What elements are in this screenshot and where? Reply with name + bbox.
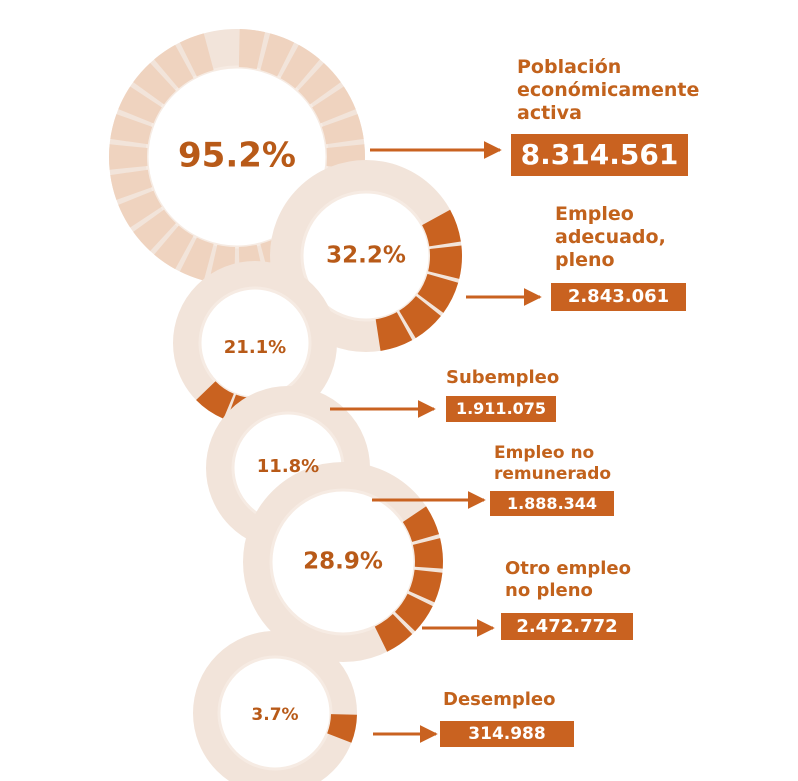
ring-outline	[193, 631, 357, 781]
ring-segment	[312, 86, 356, 124]
ring-segment	[133, 209, 176, 252]
ring-segment	[374, 613, 413, 652]
label-empleo-no-remunerado: Empleo no remunerado	[494, 443, 611, 484]
ring-segment	[154, 225, 194, 270]
label-line: Subempleo	[446, 367, 560, 388]
percent-label: 11.8%	[257, 456, 319, 477]
label-line: Empleo	[555, 203, 634, 225]
label-line: pleno	[555, 249, 615, 272]
percent-label: 3.7%	[251, 705, 298, 725]
percent-label: 32.2%	[326, 243, 406, 269]
ring-segment	[412, 538, 444, 569]
label-subempleo: Subempleo	[446, 367, 559, 389]
label-poblacion: Población económicamente activa	[517, 56, 699, 126]
label-line: Empleo no	[494, 443, 595, 463]
label-line: Otro empleo	[505, 558, 632, 579]
ring-segment	[298, 62, 341, 105]
ring-5	[243, 462, 444, 662]
ring-segment	[238, 29, 266, 70]
label-desempleo: Desempleo	[443, 689, 555, 711]
ring-segment	[417, 273, 459, 313]
ring-segment	[196, 381, 234, 419]
ring-segment	[375, 312, 413, 351]
ring-2	[270, 160, 462, 352]
label-line: activa	[517, 102, 582, 125]
label-line: no pleno	[505, 579, 593, 601]
value-box-subempleo: 1.911.075	[446, 396, 556, 422]
label-line: económicamente	[517, 79, 700, 102]
ring-segment	[154, 44, 194, 89]
ring-segment	[109, 144, 148, 170]
ring-segment	[179, 33, 214, 77]
ring-6	[193, 631, 357, 781]
ring-segment	[133, 62, 176, 105]
percent-label: 95.2%	[178, 136, 296, 176]
label-line: Población	[517, 56, 622, 78]
value-box-empleo-no-remunerado: 1.888.344	[490, 491, 614, 516]
ring-segment	[422, 209, 461, 247]
value-box-otro-empleo: 2.472.772	[501, 613, 633, 640]
label-line: remunerado	[494, 463, 612, 484]
value-box-desempleo: 314.988	[440, 721, 574, 747]
ring-segment	[402, 506, 440, 542]
ring-segment	[110, 169, 153, 200]
ring-segment	[321, 114, 364, 145]
ring-segment	[399, 296, 441, 339]
ring-segment	[118, 190, 162, 228]
ring-segment	[260, 33, 295, 77]
percent-label: 28.9%	[303, 549, 383, 575]
ring-inner-circle	[217, 655, 333, 771]
percent-label: 21.1%	[224, 337, 286, 358]
label-empleo-adecuado: Empleo adecuado, pleno	[555, 203, 666, 273]
ring-segment	[394, 593, 433, 632]
ring-segment	[118, 86, 162, 124]
label-line: adecuado,	[555, 226, 666, 249]
ring-segment	[179, 237, 214, 281]
label-line: Desempleo	[443, 689, 556, 710]
ring-segment	[428, 245, 462, 279]
value-box-empleo-adecuado: 2.843.061	[551, 283, 686, 311]
value-box-poblacion: 8.314.561	[511, 134, 688, 176]
ring-segment	[110, 114, 153, 145]
ring-segment	[327, 714, 357, 743]
label-otro-empleo: Otro empleo no pleno	[505, 558, 631, 602]
ring-segment	[408, 569, 443, 603]
ring-segment	[280, 44, 320, 89]
